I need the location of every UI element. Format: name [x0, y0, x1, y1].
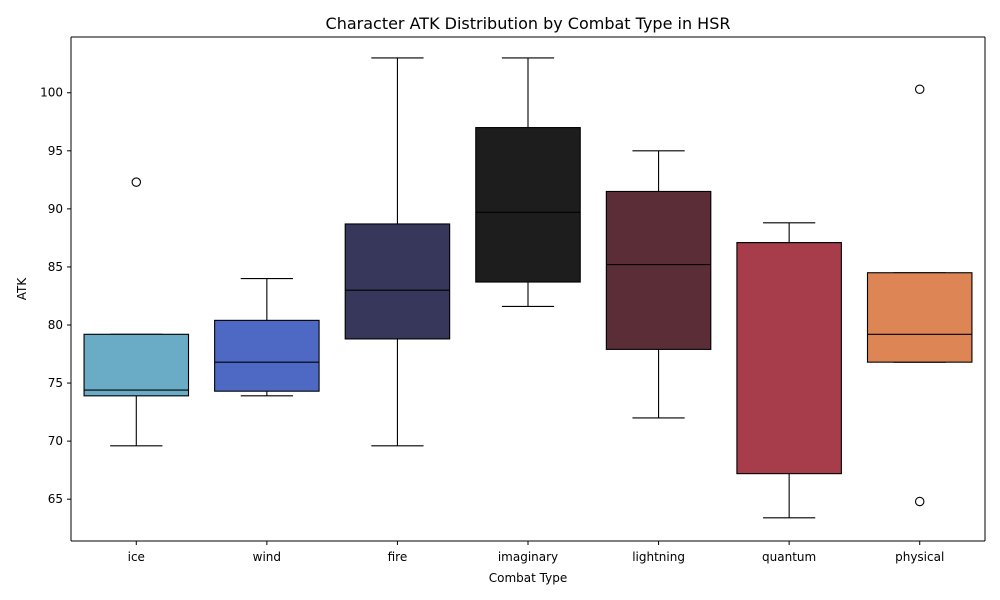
- box-quantum: [736, 241, 842, 475]
- y-tick-label-85: 85: [48, 260, 63, 274]
- y-tick-label-80: 80: [48, 318, 63, 332]
- x-tick-label-fire: fire: [388, 550, 408, 564]
- box-fire: [344, 223, 451, 340]
- box-imaginary: [475, 127, 581, 283]
- box-lightning: [605, 190, 712, 350]
- outlier-ice-0: [131, 177, 142, 187]
- box-wind: [214, 319, 320, 392]
- x-tick-label-quantum: quantum: [762, 550, 816, 564]
- box-physical: [866, 272, 973, 363]
- y-tick-label-70: 70: [48, 434, 63, 448]
- outlier-physical-0: [914, 84, 925, 95]
- y-tick-label-95: 95: [48, 144, 63, 158]
- outlier-physical-1: [914, 496, 925, 507]
- y-tick-label-100: 100: [40, 86, 63, 100]
- x-tick-label-lightning: lightning: [632, 550, 685, 564]
- y-tick-label-75: 75: [48, 376, 63, 390]
- y-tick-label-90: 90: [48, 202, 63, 216]
- y-axis-label: ATK: [15, 277, 29, 301]
- box-ice: [83, 333, 190, 397]
- x-tick-label-ice: ice: [128, 550, 145, 564]
- plot-area: 65 70 75 80 85 90 95 100 ice wind fire imaginary lig…: [40, 36, 986, 564]
- x-tick-label-imaginary: imaginary: [498, 550, 558, 564]
- x-tick-label-physical: physical: [895, 550, 944, 564]
- x-tick-label-wind: wind: [253, 550, 281, 564]
- y-tick-label-65: 65: [48, 492, 63, 506]
- chart-title: Character ATK Distribution by Combat Typ…: [326, 14, 731, 33]
- x-axis-label: Combat Type: [489, 571, 567, 585]
